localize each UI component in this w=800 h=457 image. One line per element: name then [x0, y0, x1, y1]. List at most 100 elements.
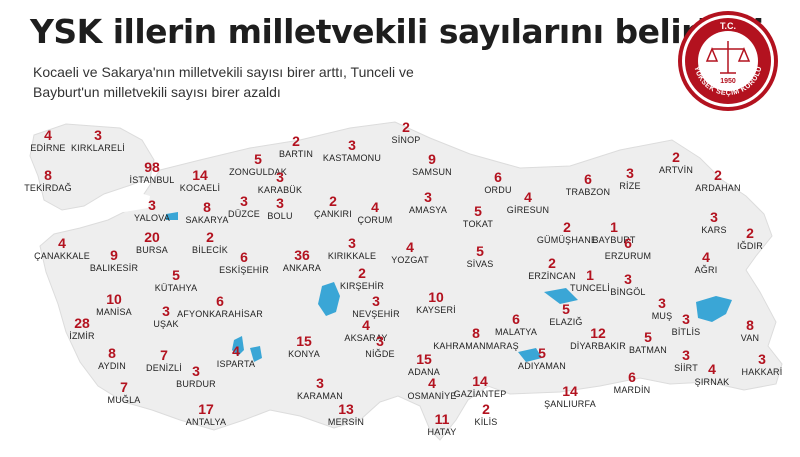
province-56: 28 İZMİR	[69, 316, 95, 341]
province-66: 3 NİĞDE	[365, 334, 395, 359]
province-name: BALIKESİR	[89, 263, 139, 273]
province-seat-count: 3	[240, 193, 248, 209]
province-name: MARDİN	[613, 385, 651, 395]
subtitle-line-2: Bayburt'un milletvekili sayısı birer aza…	[33, 84, 281, 100]
province-31: 20 BURSA	[136, 230, 168, 255]
province-21: 2 ÇANKIRI	[314, 194, 352, 219]
province-name: ORDU	[484, 185, 512, 195]
lake-iznik	[166, 212, 178, 220]
province-42: 5 KÜTAHYA	[155, 268, 198, 293]
province-seat-count: 2	[672, 149, 680, 165]
province-41: 9 BALIKESİR	[90, 248, 138, 273]
lake-keban	[544, 288, 578, 304]
province-name: UŞAK	[153, 319, 179, 329]
seal-top-text: T.C.	[720, 21, 736, 31]
province-name: ARDAHAN	[695, 183, 741, 193]
province-seat-count: 5	[474, 203, 482, 219]
province-name: GAZİANTEP	[453, 389, 507, 399]
province-seat-count: 5	[476, 243, 484, 259]
province-name: MALATYA	[494, 327, 538, 337]
province-seat-count: 3	[192, 363, 200, 379]
province-name: GİRESUN	[506, 205, 550, 215]
province-seat-count: 3	[276, 169, 284, 185]
province-name: BARTIN	[278, 149, 314, 159]
province-60: 5 BATMAN	[629, 330, 667, 355]
province-name: SİİRT	[674, 363, 698, 373]
province-74: 14 ŞANLIURFA	[544, 384, 596, 409]
province-seat-count: 4	[702, 249, 710, 265]
province-seat-count: 4	[44, 127, 52, 143]
province-3: 8 TEKİRDAĞ	[24, 168, 72, 193]
province-name: BAYBURT	[592, 235, 636, 245]
province-seat-count: 3	[682, 347, 690, 363]
province-seat-count: 3	[758, 351, 766, 367]
province-name: MUŞ	[651, 311, 673, 321]
province-name: YALOVA	[134, 213, 170, 223]
province-seat-count: 3	[624, 271, 632, 287]
province-73: 14 GAZİANTEP	[454, 374, 507, 399]
province-22: 4 ÇORUM	[358, 200, 393, 225]
page-title: YSK illerin milletvekili sayılarını beli…	[30, 12, 764, 51]
province-48: 6 AFYONKARAHİSAR	[177, 294, 263, 319]
province-seat-count: 14	[472, 373, 488, 389]
province-name: YOZGAT	[391, 255, 429, 265]
province-seat-count: 6	[216, 293, 224, 309]
province-seat-count: 9	[428, 151, 436, 167]
province-seat-count: 2	[746, 225, 754, 241]
province-seat-count: 4	[524, 189, 532, 205]
province-name: BİTLİS	[671, 327, 701, 337]
province-71: 3 KARAMAN	[297, 376, 343, 401]
province-name: BİLECİK	[192, 245, 228, 255]
province-seat-count: 3	[348, 137, 356, 153]
province-seat-count: 3	[94, 127, 102, 143]
province-65: 15 KONYA	[288, 334, 320, 359]
province-62: 8 AYDIN	[98, 346, 126, 371]
seal-year: 1950	[720, 78, 736, 85]
province-45: 3 BİNGÖL	[610, 272, 645, 297]
lake-van	[696, 296, 732, 322]
province-seat-count: 14	[192, 167, 208, 183]
province-2: 3 KIRKLARELİ	[71, 128, 125, 153]
province-name: KÜTAHYA	[154, 283, 198, 293]
province-seat-count: 5	[254, 151, 262, 167]
province-seat-count: 2	[548, 255, 556, 271]
province-9: 2 SİNOP	[391, 120, 420, 145]
province-33: 6 ESKİŞEHİR	[219, 250, 269, 275]
province-seat-count: 4	[58, 235, 66, 251]
province-seat-count: 15	[296, 333, 312, 349]
province-seat-count: 2	[482, 401, 490, 417]
province-name: TUNCELİ	[570, 283, 610, 293]
province-44: 1 TUNCELİ	[570, 268, 610, 293]
province-name: HATAY	[427, 427, 457, 437]
province-seat-count: 4	[708, 361, 716, 377]
province-80: 2 KİLİS	[474, 402, 497, 427]
province-seat-count: 3	[162, 303, 170, 319]
province-name: SAKARYA	[185, 215, 229, 225]
province-seat-count: 2	[329, 193, 337, 209]
province-49: 3 UŞAK	[153, 304, 178, 329]
province-seat-count: 1	[586, 267, 594, 283]
province-20: 3 BOLU	[267, 196, 292, 221]
province-seat-count: 5	[562, 301, 570, 317]
lake-egirdir	[232, 336, 244, 356]
province-seat-count: 1	[610, 219, 618, 235]
province-name: KIRIKKALE	[327, 251, 377, 261]
province-28: 3 KARS	[701, 210, 726, 235]
province-seat-count: 3	[376, 333, 384, 349]
province-name: İZMİR	[69, 331, 95, 341]
province-name: KİLİS	[474, 417, 498, 427]
province-name: AĞRI	[694, 265, 718, 275]
province-name: AYDIN	[98, 361, 126, 371]
province-seat-count: 4	[232, 343, 240, 359]
province-39: 6 ERZURUM	[605, 236, 651, 261]
province-12: 6 TRABZON	[566, 172, 610, 197]
page-subtitle: Kocaeli ve Sakarya'nın milletvekili sayı…	[33, 62, 453, 102]
lake-ataturk	[518, 348, 542, 362]
province-seat-count: 6	[494, 169, 502, 185]
province-79: 13 MERSİN	[328, 402, 364, 427]
province-seat-count: 6	[628, 369, 636, 385]
province-name: KIRKLARELİ	[70, 143, 126, 153]
province-seat-count: 3	[316, 375, 324, 391]
province-8: 3 KASTAMONU	[323, 138, 381, 163]
province-seat-count: 6	[512, 311, 520, 327]
